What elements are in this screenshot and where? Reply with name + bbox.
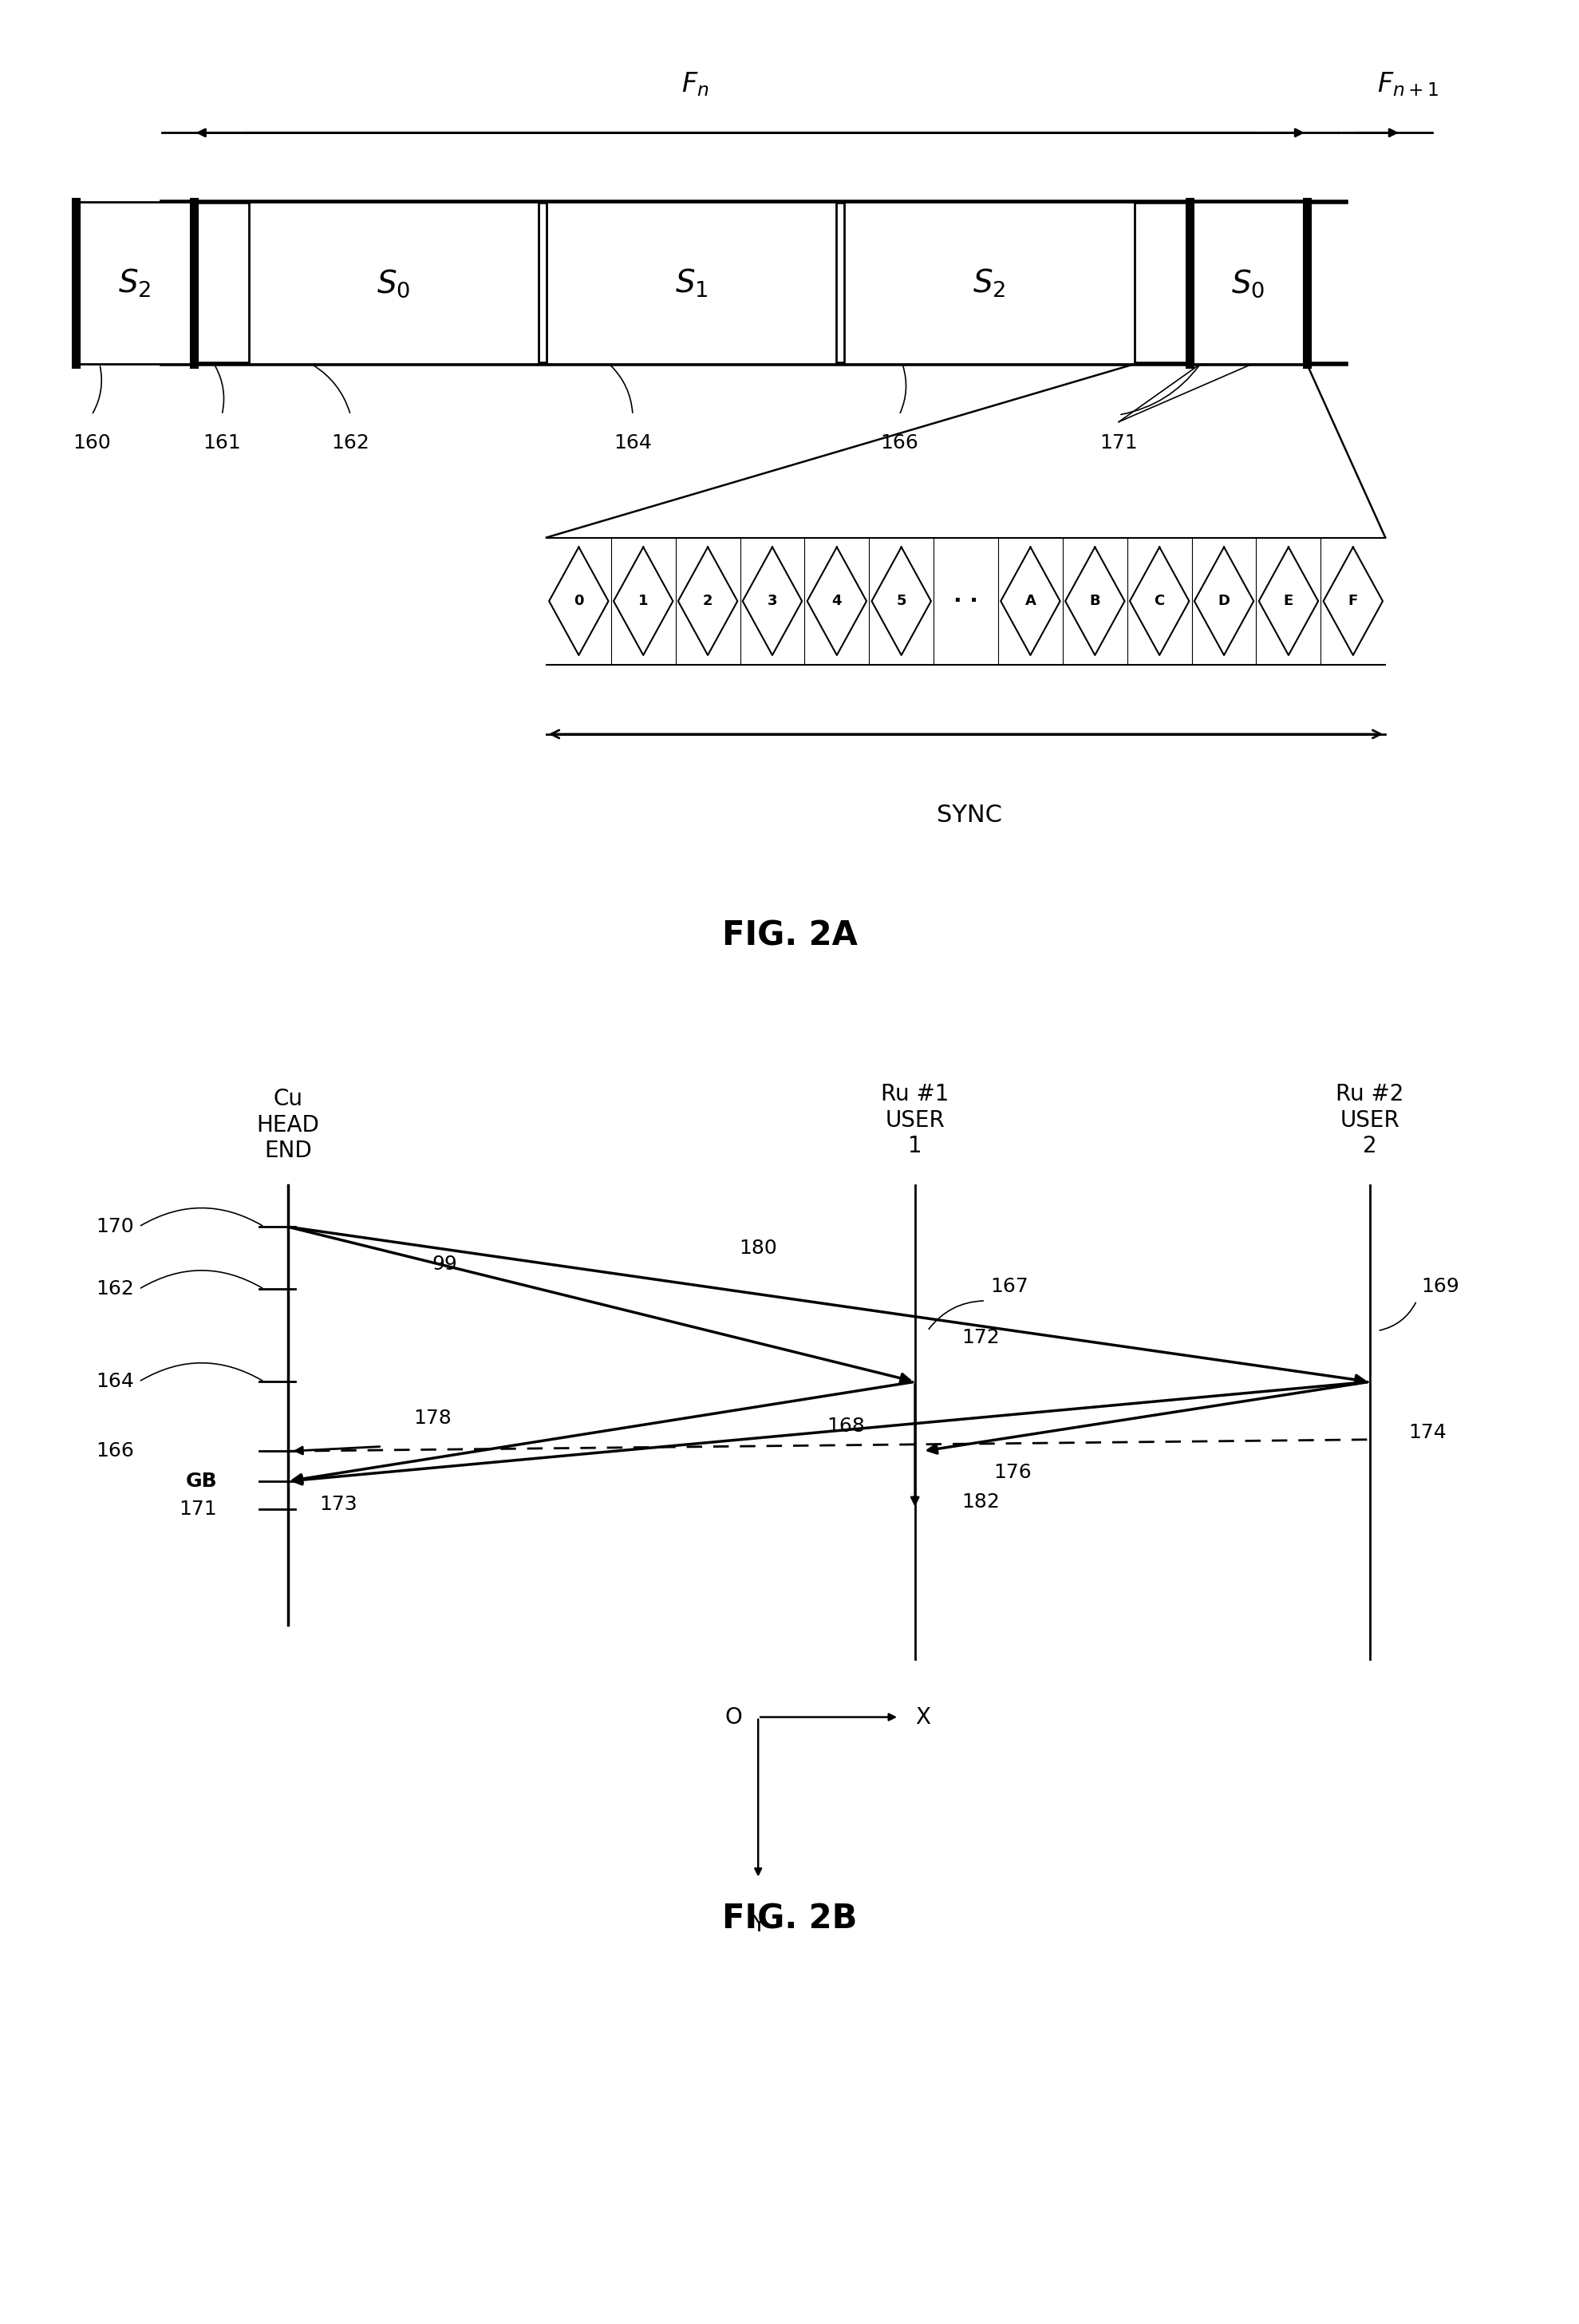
Text: 178: 178 [414,1408,452,1427]
Text: 161: 161 [202,435,242,453]
Text: 164: 164 [96,1371,134,1392]
Bar [248,202,538,365]
Text: Y: Y [752,1913,764,1936]
Text: 174: 174 [1408,1422,1446,1443]
Text: 5: 5 [897,595,906,609]
Text: $S_{0}$: $S_{0}$ [377,267,411,300]
Text: A: A [1025,595,1036,609]
Text: $F_{n+1}$: $F_{n+1}$ [1377,70,1438,98]
Text: 167: 167 [990,1276,1028,1297]
Text: 169: 169 [1421,1276,1459,1297]
Text: 164: 164 [614,435,652,453]
Text: 2: 2 [703,595,712,609]
Text: E: E [1284,595,1293,609]
Text: 180: 180 [739,1239,777,1257]
Text: 172: 172 [962,1327,1000,1348]
Text: $S_{0}$: $S_{0}$ [1232,267,1265,300]
Text: FIG. 2A: FIG. 2A [722,920,857,953]
Text: GB: GB [186,1471,218,1490]
Text: $S_{2}$: $S_{2}$ [118,267,152,300]
Text: 4: 4 [832,595,842,609]
Text: D: D [1217,595,1230,609]
Text: Cu
HEAD
END: Cu HEAD END [256,1088,319,1162]
Text: 168: 168 [826,1415,865,1436]
Text: 182: 182 [962,1492,1000,1513]
Bar [546,202,837,365]
Text: $S_{2}$: $S_{2}$ [973,267,1006,300]
Text: Ru #2
USER
2: Ru #2 USER 2 [1336,1083,1404,1157]
Text: · ·: · · [954,590,979,611]
Text: FIG. 2B: FIG. 2B [722,1901,857,1936]
Bar [845,202,1134,365]
Text: X: X [914,1706,930,1729]
Text: B: B [1090,595,1101,609]
Text: 160: 160 [73,435,111,453]
Bar [76,202,194,365]
Text: 166: 166 [96,1441,134,1462]
Text: 99: 99 [433,1255,458,1274]
Text: F: F [1348,595,1358,609]
Text: $F_n$: $F_n$ [682,70,709,98]
Text: 1: 1 [638,595,649,609]
Text: $S_{1}$: $S_{1}$ [674,267,707,300]
Text: C: C [1154,595,1165,609]
Text: 171: 171 [1099,435,1138,453]
Text: 176: 176 [993,1462,1031,1483]
Text: O: O [725,1706,742,1729]
Text: 162: 162 [332,435,369,453]
Text: Ru #1
USER
1: Ru #1 USER 1 [881,1083,949,1157]
Text: 0: 0 [573,595,584,609]
Text: 3: 3 [767,595,777,609]
Text: 162: 162 [96,1281,134,1299]
Text: 166: 166 [880,435,919,453]
Text: 171: 171 [178,1499,218,1518]
Text: SYNC: SYNC [936,804,1003,827]
Text: 173: 173 [319,1494,357,1515]
Bar [1189,202,1307,365]
Text: 170: 170 [96,1218,134,1236]
